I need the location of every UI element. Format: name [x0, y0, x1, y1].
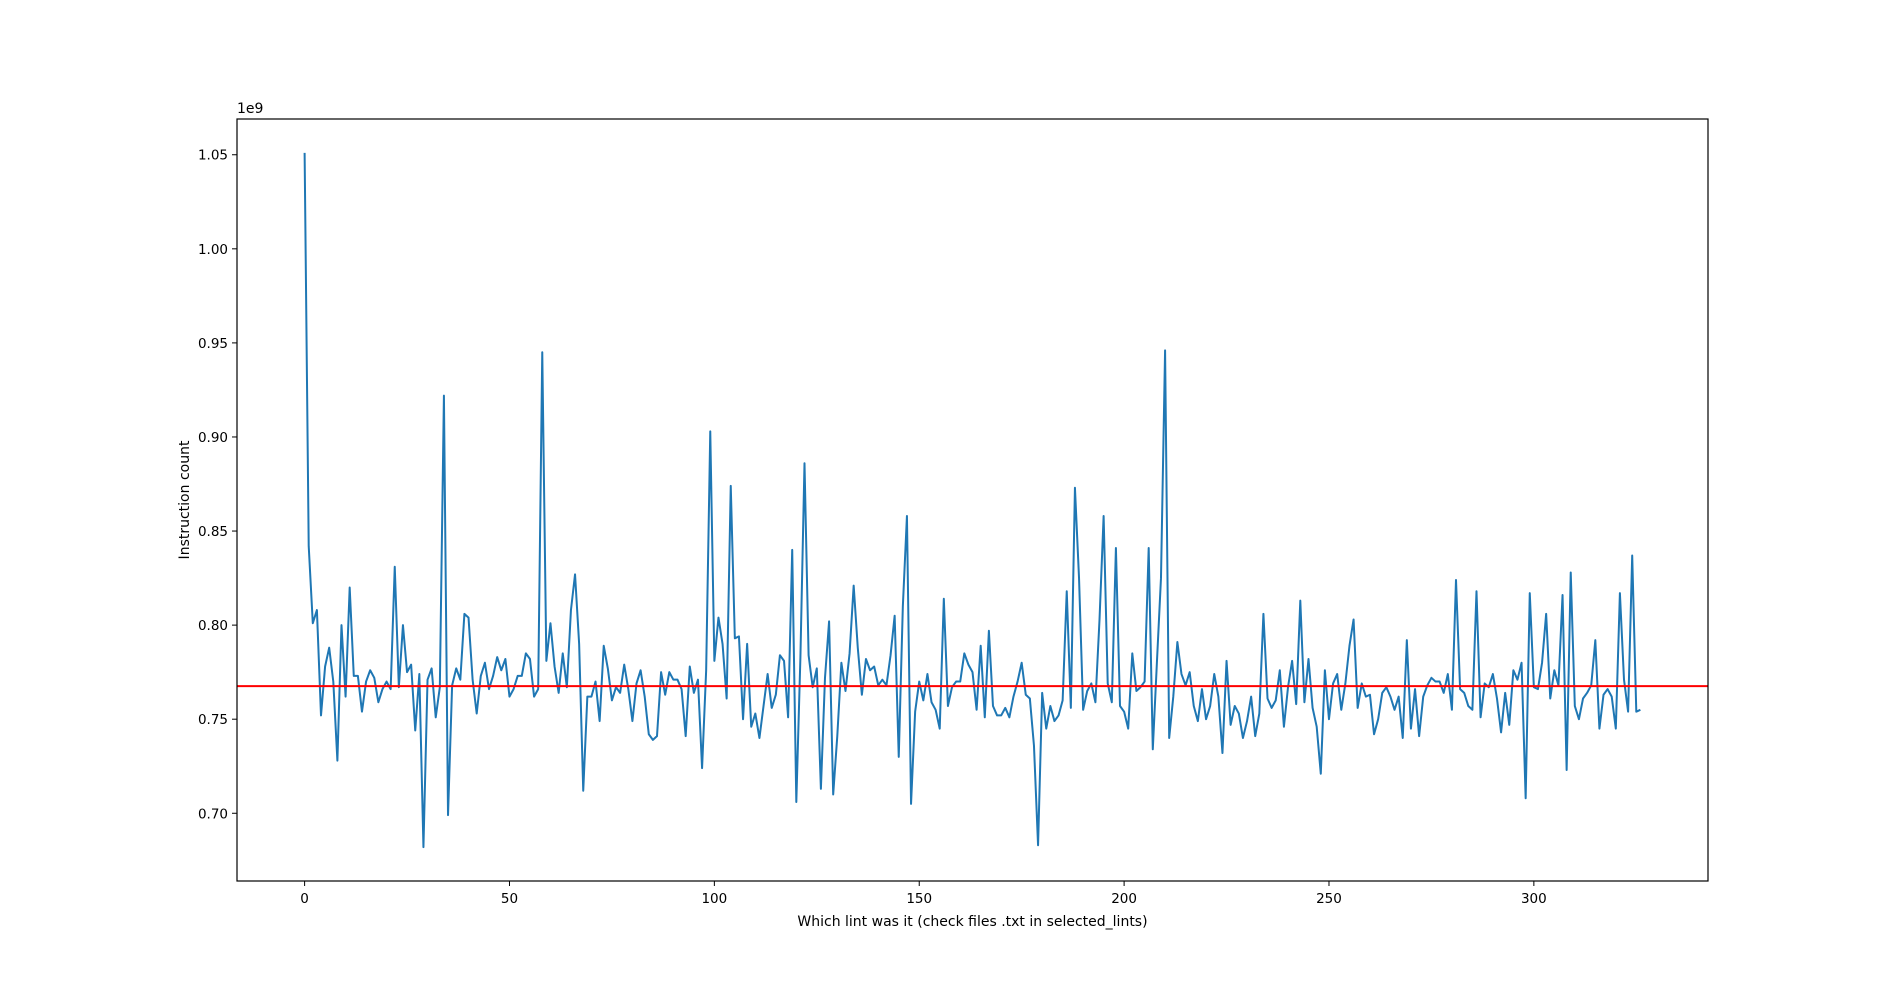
x-tick-label: 0	[300, 891, 309, 907]
x-tick-label: 200	[1111, 891, 1137, 907]
x-axis-label: Which lint was it (check files .txt in s…	[797, 914, 1147, 930]
y-tick-label: 0.90	[198, 430, 228, 446]
y-tick-label: 0.85	[198, 524, 228, 540]
y-tick-label: 1.00	[198, 242, 228, 258]
y-axis-offset-label: 1e9	[237, 101, 263, 117]
x-tick-label: 50	[501, 891, 518, 907]
y-tick-label: 1.05	[198, 148, 228, 164]
y-tick-label: 0.70	[198, 806, 228, 822]
x-tick-label: 100	[701, 891, 727, 907]
x-tick-label: 150	[906, 891, 932, 907]
y-tick-label: 0.75	[198, 712, 228, 728]
y-tick-label: 0.95	[198, 336, 228, 352]
y-axis-ticks: 0.70 0.75 0.80 0.85 0.90 0.95 1.00 1.05	[198, 148, 237, 822]
y-axis-label: Instruction count	[177, 440, 193, 559]
axes-frame	[236, 118, 1709, 882]
x-axis-ticks: 0 50 100 150 200 250 300	[300, 881, 1547, 907]
plot-area	[237, 152, 1708, 849]
x-tick-label: 250	[1316, 891, 1342, 907]
instruction-count-line	[303, 152, 1641, 849]
y-tick-label: 0.80	[198, 618, 228, 634]
x-tick-label: 300	[1521, 891, 1547, 907]
